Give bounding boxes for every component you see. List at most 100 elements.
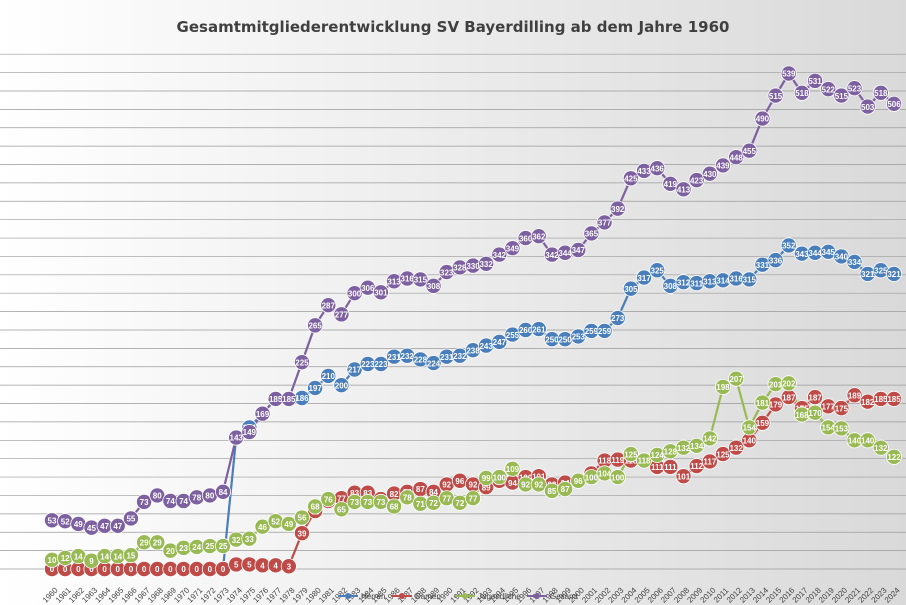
data-point — [833, 400, 850, 417]
data-label: 273 — [611, 314, 625, 323]
data-label: 217 — [348, 366, 362, 375]
data-label: 344 — [558, 249, 572, 258]
data-label: 347 — [572, 246, 586, 255]
data-label: 207 — [729, 375, 743, 384]
data-label: 14 — [113, 552, 122, 561]
data-label: 439 — [716, 162, 730, 171]
data-point — [478, 255, 495, 272]
data-label: 132 — [677, 444, 691, 453]
data-label: 4 — [260, 562, 265, 571]
data-point — [807, 404, 824, 421]
data-label: 5 — [247, 561, 252, 570]
data-point — [872, 84, 889, 101]
data-point — [596, 322, 613, 339]
data-label: 100 — [611, 473, 625, 482]
data-point — [767, 252, 784, 269]
data-label: 92 — [534, 481, 543, 490]
legend: Herren Damen Jugendliche Gesamt — [338, 592, 579, 601]
data-point — [833, 420, 850, 437]
data-label: 56 — [298, 514, 307, 523]
data-point — [793, 84, 810, 101]
data-point — [859, 432, 876, 449]
data-point — [320, 491, 337, 508]
data-point — [293, 525, 310, 542]
data-label: 72 — [429, 499, 438, 508]
data-label: 255 — [506, 331, 520, 340]
data-label: 122 — [887, 453, 901, 462]
data-label: 265 — [308, 322, 322, 331]
data-label: 0 — [155, 565, 160, 574]
data-label: 340 — [835, 253, 849, 262]
data-label: 312 — [677, 278, 691, 287]
data-label: 119 — [611, 456, 624, 465]
data-label: 125 — [624, 450, 638, 459]
data-point — [122, 547, 139, 564]
data-label: 83 — [350, 489, 359, 498]
data-label: 413 — [677, 186, 691, 195]
data-label: 531 — [808, 77, 822, 86]
data-label: 76 — [324, 495, 333, 504]
data-label: 87 — [416, 485, 425, 494]
data-label: 515 — [835, 92, 849, 101]
data-label: 503 — [861, 103, 875, 112]
data-point — [728, 439, 745, 456]
data-label: 104 — [598, 470, 612, 479]
data-label: 365 — [585, 230, 599, 239]
data-label: 316 — [401, 275, 415, 284]
data-point — [780, 375, 797, 392]
data-point — [464, 490, 481, 507]
data-label: 5 — [234, 561, 239, 570]
legend-item-gesamt: Gesamt — [527, 592, 579, 601]
data-point — [872, 439, 889, 456]
data-label: 74 — [166, 497, 175, 506]
data-point — [307, 317, 324, 334]
data-point — [307, 379, 324, 396]
data-label: 523 — [848, 84, 862, 93]
data-label: 100 — [493, 473, 507, 482]
chart-title: Gesamtmitgliederentwicklung SV Bayerdill… — [176, 18, 730, 36]
data-label: 223 — [374, 360, 388, 369]
data-point — [280, 515, 297, 532]
data-label: 24 — [192, 543, 201, 552]
data-label: 125 — [716, 450, 730, 459]
data-label: 436 — [651, 164, 665, 173]
data-label: 321 — [887, 270, 901, 279]
legend-item-jugendliche: Jugendliche — [455, 592, 521, 601]
data-point — [609, 200, 626, 217]
data-point — [728, 370, 745, 387]
data-label: 168 — [795, 411, 809, 420]
data-label: 0 — [76, 565, 81, 574]
data-point — [215, 483, 232, 500]
data-label: 45 — [87, 524, 96, 533]
data-label: 10 — [48, 556, 57, 565]
data-label: 100 — [585, 473, 599, 482]
data-label: 78 — [403, 493, 412, 502]
data-label: 228 — [414, 356, 428, 365]
data-label: 352 — [782, 242, 796, 251]
data-label: 99 — [482, 474, 491, 483]
data-label: 101 — [677, 472, 691, 481]
data-label: 506 — [887, 100, 901, 109]
data-label: 170 — [808, 409, 822, 418]
data-label: 185 — [269, 395, 283, 404]
data-point — [399, 489, 416, 506]
data-point — [280, 390, 297, 407]
data-label: 47 — [100, 522, 109, 531]
data-point — [215, 538, 232, 555]
data-point — [504, 460, 521, 477]
data-label: 200 — [335, 381, 349, 390]
data-label: 132 — [729, 444, 743, 453]
data-label: 29 — [140, 539, 149, 548]
data-label: 84 — [429, 488, 438, 497]
data-label: 109 — [506, 465, 520, 474]
data-label: 169 — [256, 410, 270, 419]
data-point — [333, 306, 350, 323]
data-label: 423 — [690, 176, 704, 185]
data-label: 118 — [598, 457, 611, 466]
data-label: 9 — [89, 557, 94, 566]
data-label: 243 — [479, 342, 493, 351]
data-label: 49 — [284, 520, 293, 529]
data-label: 92 — [469, 481, 478, 490]
